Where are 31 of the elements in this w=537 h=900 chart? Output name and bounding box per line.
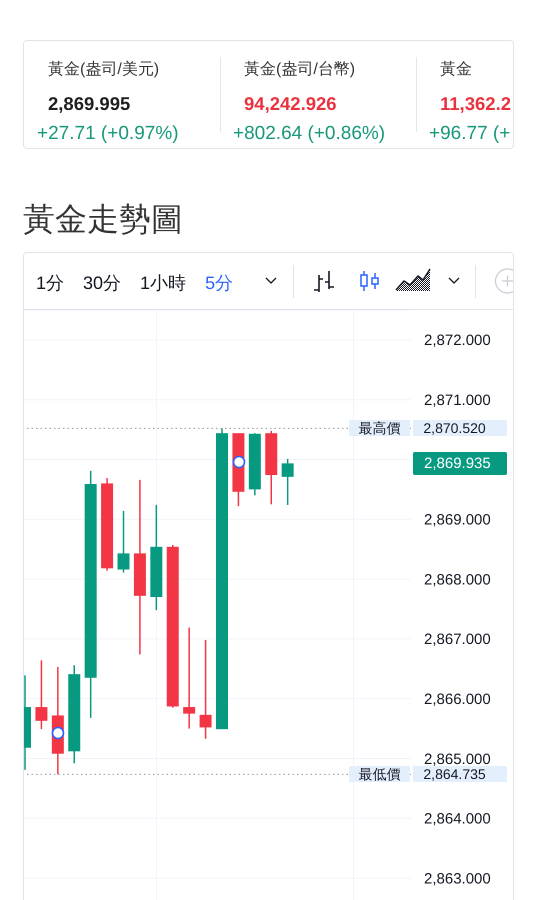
text: 1分 xyxy=(36,273,64,293)
candlestick xyxy=(118,510,130,574)
y-tick-label: 2,867.000 xyxy=(424,631,491,648)
y-tick-label: 2,872.000 xyxy=(424,332,491,350)
y-tick-label: 2,869.000 xyxy=(424,512,491,529)
ref-line-label: 最高價 2,870.520 xyxy=(358,420,486,436)
text: 黃金 xyxy=(440,61,472,78)
candlestick xyxy=(35,660,48,730)
y-tick-label: 2,863.000 xyxy=(424,870,491,888)
y-tick-label: 2,868.000 xyxy=(424,571,491,588)
y-tick-label: 2,864.000 xyxy=(424,810,491,828)
text: 黃金(盎司/台幣) xyxy=(244,61,356,78)
text: 11,362.2 xyxy=(440,93,511,114)
text: +96.77 (+ xyxy=(429,123,510,144)
candlestick xyxy=(183,626,196,730)
text: 30分 xyxy=(83,273,122,293)
text: +27.71 (+0.97%) xyxy=(37,123,179,144)
text: 5分 xyxy=(205,273,234,293)
text: 2,869.995 xyxy=(48,93,130,114)
y-tick-label: 2,871.000 xyxy=(424,392,491,410)
candlestick xyxy=(282,458,294,506)
y-tick-label: 2,866.000 xyxy=(424,691,491,708)
text: 黃金(盎司/美元) xyxy=(48,61,160,78)
candlestick xyxy=(200,639,212,740)
y-tick-label: 2,865.000 xyxy=(424,750,491,768)
text: 1小時 xyxy=(140,273,186,293)
chart-title: 黃金走勢圖 xyxy=(23,201,183,237)
text: +802.64 (+0.86%) xyxy=(233,123,386,144)
text: 2,869.935 xyxy=(424,454,491,472)
ref-line-label: 最低價 2,864.735 xyxy=(358,766,486,782)
text: 94,242.926 xyxy=(244,93,337,114)
